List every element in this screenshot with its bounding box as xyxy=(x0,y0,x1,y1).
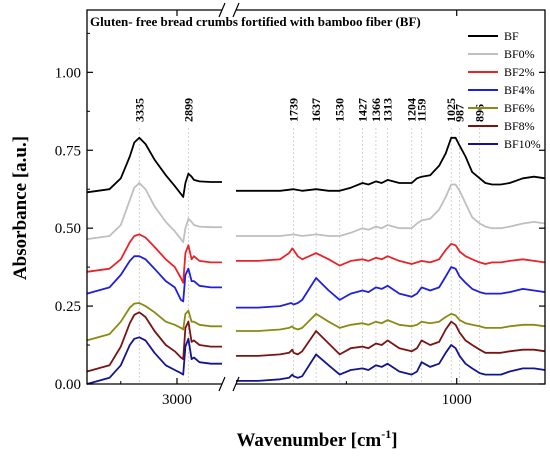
peak-label-1313: 1313 xyxy=(381,98,395,122)
peak-label-1204: 1204 xyxy=(405,98,419,122)
series-line-bf6pct-right xyxy=(236,312,546,332)
legend-label-bf8pct: BF8% xyxy=(504,119,535,133)
peak-label-1159: 1159 xyxy=(415,99,429,122)
break-slash-top-2 xyxy=(232,2,240,18)
x-tick-label: 3000 xyxy=(162,392,192,408)
series-line-bf10pct-left xyxy=(86,336,222,385)
y-tick-label: 0.50 xyxy=(55,221,81,237)
x-axis: 3000 1000 xyxy=(120,10,472,408)
series-line-bf0pct-right xyxy=(236,183,546,237)
x-axis-title: Wavenumber [cm-1] xyxy=(236,427,397,451)
chart-title: Gluten- free bread crumbs fortified with… xyxy=(90,14,421,29)
peak-label-1739: 1739 xyxy=(287,98,301,122)
y-axis-title: Absorbance [a.u.] xyxy=(10,136,31,280)
break-gap-bottom xyxy=(223,379,235,389)
series-line-bf6pct-left xyxy=(86,302,222,342)
series-line-bf0pct-left xyxy=(86,182,222,244)
series-line-bf-right xyxy=(236,136,546,192)
peak-label-1025: 1025 xyxy=(444,98,458,122)
legend-label-bf2pct: BF2% xyxy=(504,65,535,79)
axis-break-marks xyxy=(218,2,240,392)
y-tick-label: 0.75 xyxy=(55,143,81,159)
peak-label-896: 896 xyxy=(473,104,487,122)
series-line-bf-left xyxy=(86,136,222,198)
series-line-bf4pct-left xyxy=(86,255,222,303)
break-slash-top-1 xyxy=(218,2,226,18)
peak-label-987: 987 xyxy=(453,104,467,122)
legend: BF BF0% BF2% BF4% BF6% BF8% BF10% xyxy=(468,29,541,151)
legend-label-bf0pct: BF0% xyxy=(504,47,535,61)
break-gap-top xyxy=(223,5,235,15)
peak-label-3335: 3335 xyxy=(132,98,146,122)
series-line-bf4pct-right xyxy=(236,266,546,309)
break-slash-bottom-2 xyxy=(232,376,240,392)
y-axis: 0.00 0.25 0.50 0.75 1.00 xyxy=(55,32,545,393)
plot-frame xyxy=(86,9,546,385)
series-layer xyxy=(86,136,546,385)
x-tick-label: 1000 xyxy=(442,392,472,408)
y-tick-label: 0.00 xyxy=(55,377,81,393)
peak-label-1427: 1427 xyxy=(356,98,370,122)
break-slash-bottom-1 xyxy=(218,376,226,392)
frame-right xyxy=(236,9,546,385)
x-axis-title-main: Wavenumber [cm xyxy=(236,430,381,451)
frame-left xyxy=(86,9,222,385)
series-line-bf2pct-right xyxy=(236,242,546,267)
series-line-bf8pct-right xyxy=(236,320,546,357)
peak-label-1366: 1366 xyxy=(369,98,383,122)
legend-label-bf6pct: BF6% xyxy=(504,101,535,115)
legend-label-bf4pct: BF4% xyxy=(504,83,535,97)
series-line-bf10pct-right xyxy=(236,344,546,382)
peak-label-1637: 1637 xyxy=(309,98,323,122)
series-line-bf2pct-left xyxy=(86,233,222,284)
peak-label-2899: 2899 xyxy=(181,98,195,122)
x-axis-title-end: ] xyxy=(391,430,397,451)
y-tick-label: 0.25 xyxy=(55,299,81,315)
peak-label-1530: 1530 xyxy=(333,98,347,122)
legend-label-bf: BF xyxy=(504,29,519,43)
y-tick-label: 1.00 xyxy=(55,65,81,81)
legend-label-bf10pct: BF10% xyxy=(504,137,541,151)
series-line-bf8pct-left xyxy=(86,311,222,373)
x-axis-title-sup: -1 xyxy=(381,427,391,441)
